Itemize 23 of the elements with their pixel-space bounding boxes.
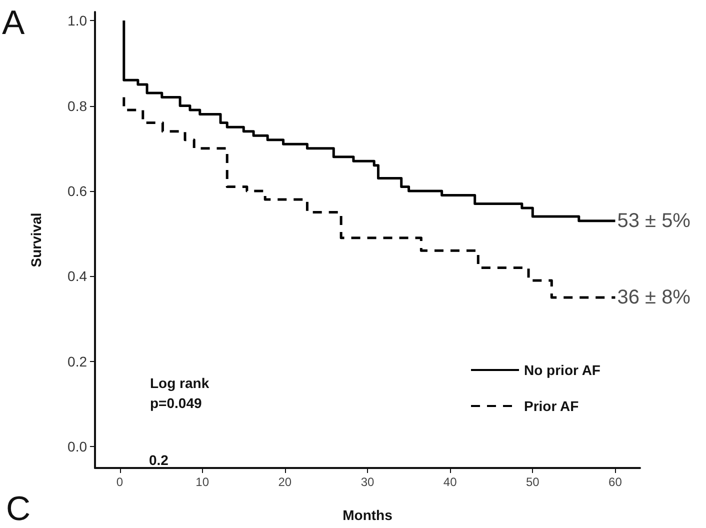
x-tick-label: 10 [196, 475, 210, 489]
text: C [6, 490, 31, 528]
x-tick-label: 30 [360, 475, 374, 489]
y-tick-label: 0.0 [68, 438, 88, 455]
x-tick-label: 50 [526, 475, 540, 489]
x-axis-title: Months [342, 507, 393, 523]
x-tick-label: 60 [608, 475, 622, 489]
annotation: Log rank p=0.049 [150, 375, 210, 411]
annotation: 36 ± 8% [617, 286, 691, 309]
x-tick-label: 40 [443, 475, 458, 489]
x-tick-label: 20 [278, 475, 292, 489]
legend-label: No prior AF [524, 362, 601, 378]
x-tick-label: 0 [116, 475, 124, 489]
y-tick-label: 0.4 [68, 268, 88, 284]
text: A [2, 4, 25, 42]
y-axis-title: Survival [28, 212, 44, 268]
y-tick-label: 1.0 [68, 12, 88, 29]
annotation: 0.2 [149, 452, 169, 468]
annotation: 53 ± 5% [617, 210, 691, 232]
legend-label: Prior AF [524, 398, 580, 414]
y-tick-label: 0.6 [68, 182, 88, 199]
y-tick-label: 0.8 [68, 98, 88, 114]
y-tick-label: 0.2 [68, 353, 88, 370]
